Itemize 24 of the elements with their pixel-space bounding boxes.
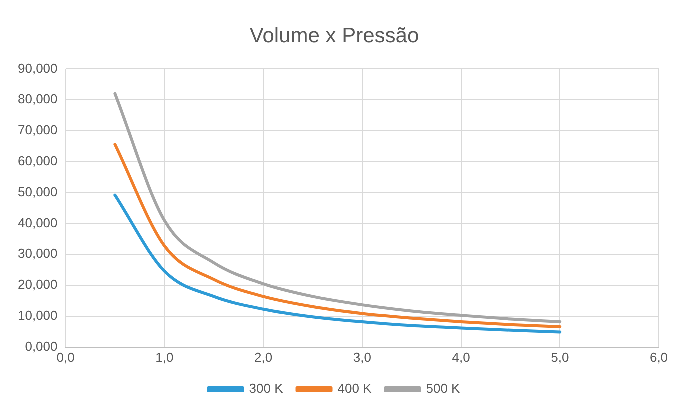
y-tick-label: 30,000 — [18, 246, 58, 262]
x-tick-label: 5,0 — [551, 350, 570, 365]
y-tick-label: 80,000 — [18, 92, 58, 107]
legend-label: 300 K — [249, 381, 284, 396]
line-series — [114, 92, 562, 324]
x-tick-label: 1,0 — [156, 350, 174, 365]
y-tick-label: 0,000 — [25, 338, 58, 354]
y-tick-label: 70,000 — [18, 122, 58, 138]
y-tick-label: 60,000 — [18, 154, 58, 169]
x-tick-label: 2,0 — [254, 350, 273, 365]
legend-label: 400 K — [338, 381, 372, 396]
legend-label: 500 K — [426, 381, 461, 396]
y-tick-label: 50,000 — [18, 184, 58, 200]
x-tick-label: 0,0 — [56, 350, 75, 365]
y-tick-label: 40,000 — [18, 215, 58, 230]
line-series — [114, 194, 562, 334]
x-tick-label: 3,0 — [353, 350, 372, 365]
y-tick-label: 90,000 — [18, 60, 58, 76]
x-tick-label: 4,0 — [452, 350, 470, 365]
y-tick-label: 10,000 — [18, 308, 58, 324]
line-series — [114, 143, 562, 328]
x-tick-label: 6,0 — [650, 350, 668, 365]
chart-title: Volume x Pressão — [250, 24, 420, 48]
y-tick-label: 20,000 — [18, 277, 58, 292]
